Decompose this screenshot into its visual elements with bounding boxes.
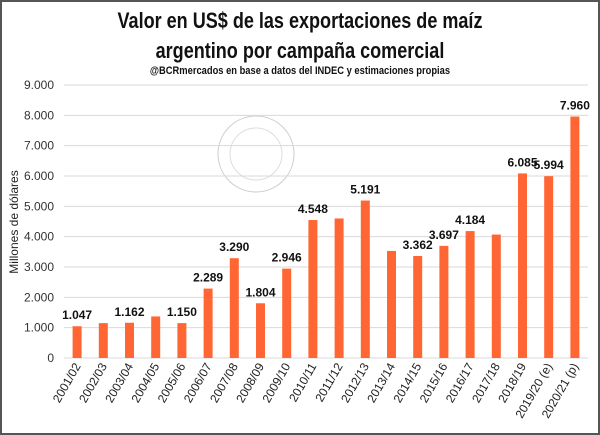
data-label: 6.085 [507,155,537,169]
y-tick-label: 4.000 [24,230,54,244]
data-label: 2.946 [272,251,302,265]
y-tick-label: 5.000 [24,199,54,213]
y-tick-label: 9.000 [24,78,54,92]
bar [334,218,344,358]
data-label: 5.191 [350,183,380,197]
data-label: 3.362 [403,238,433,252]
data-label: 2.289 [193,271,223,285]
bar [308,220,318,358]
bar [413,256,423,358]
bar [177,323,187,358]
bar [544,176,554,358]
bar [518,173,527,358]
data-label: 1.047 [62,308,92,322]
bar [151,316,161,358]
data-label: 1.150 [167,305,197,319]
y-tick-label: 1.000 [24,321,54,335]
bar [439,245,449,358]
data-label: 5.994 [534,158,564,172]
y-axis-label: Millones de dólares [7,170,21,273]
y-tick-label: 0 [47,351,54,365]
data-label: 1.162 [114,305,144,319]
y-tick-label: 7.000 [24,139,54,153]
watermark-seal [217,115,295,193]
data-label: 4.548 [298,202,328,216]
bar [125,322,134,358]
bar [229,258,239,358]
chart-title-line-2: argentino por campaña comercial [155,38,445,63]
data-label: 7.960 [560,99,590,113]
chart-title-line-1: Valor en US$ de las exportaciones de maí… [117,8,483,33]
y-tick-label: 3.000 [24,260,54,274]
bar [491,234,501,358]
bar [387,250,396,358]
y-tick-label: 6.000 [24,169,54,183]
y-tick-label: 8.000 [24,108,54,122]
bar [98,323,108,358]
bar [203,288,213,358]
data-label: 1.804 [245,285,275,299]
y-tick-label: 2.000 [24,290,54,304]
data-label: 3.290 [219,240,249,254]
watermark-seal-inner [229,127,283,181]
bar [256,303,265,358]
bar [72,326,82,358]
bar [360,200,370,358]
data-label: 3.697 [429,228,459,242]
bar [570,116,580,359]
chart-subtitle: @BCRmercados en base a datos del INDEC y… [149,65,451,77]
bar [465,231,475,358]
data-label: 4.184 [455,213,485,227]
bar [282,268,292,358]
